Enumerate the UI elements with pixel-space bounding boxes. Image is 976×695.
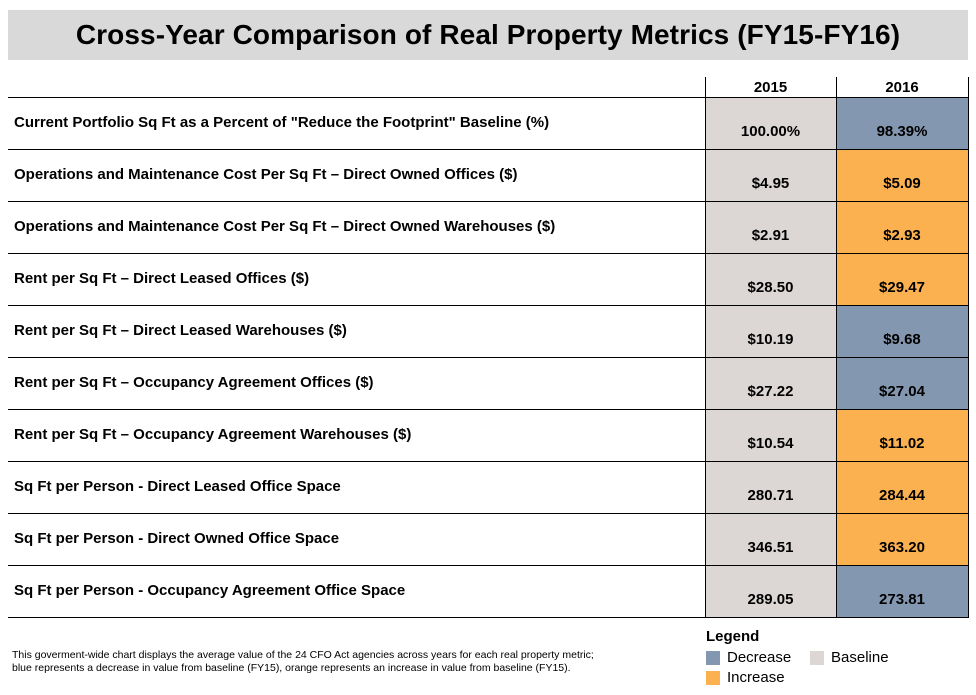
decrease-swatch: [706, 650, 720, 665]
metric-row: Rent per Sq Ft – Occupancy Agreement Off…: [8, 357, 969, 410]
value-2015: $10.54: [704, 409, 836, 462]
value-2015: 346.51: [704, 513, 836, 566]
chart-title: Cross-Year Comparison of Real Property M…: [75, 19, 901, 50]
value-2016: $11.02: [835, 409, 969, 462]
legend-item-baseline: Baseline: [810, 649, 889, 666]
value-2016: 284.44: [835, 461, 969, 514]
value-2016: 273.81: [835, 565, 969, 618]
value-2015: $27.22: [704, 357, 836, 410]
legend-item-decrease: Decrease: [706, 649, 791, 666]
increase-swatch: [706, 670, 720, 685]
header-row: 2015 2016: [8, 77, 969, 98]
value-2015: 289.05: [704, 565, 836, 618]
metric-row: Rent per Sq Ft – Direct Leased Offices (…: [8, 253, 969, 306]
value-2016: $5.09: [835, 149, 969, 202]
value-2016: 98.39%: [835, 97, 969, 150]
metric-row: Sq Ft per Person - Direct Leased Office …: [8, 461, 969, 514]
header-blank: [8, 77, 705, 98]
footnote-line-2: blue represents a decrease in value from…: [12, 662, 571, 674]
footnote: This goverment-wide chart displays the a…: [12, 649, 702, 675]
legend-label-decrease: Decrease: [727, 649, 792, 666]
metric-rows: Current Portfolio Sq Ft as a Percent of …: [8, 97, 969, 618]
metric-label: Rent per Sq Ft – Occupancy Agreement Off…: [8, 357, 705, 410]
value-2015: $28.50: [704, 253, 836, 306]
footnote-line-1: This goverment-wide chart displays the a…: [12, 649, 594, 661]
metrics-table: 2015 2016 Current Portfolio Sq Ft as a P…: [8, 77, 969, 618]
year-header-2016: 2016: [835, 77, 969, 98]
metric-row: Operations and Maintenance Cost Per Sq F…: [8, 149, 969, 202]
value-2015: $2.91: [704, 201, 836, 254]
metric-label: Sq Ft per Person - Occupancy Agreement O…: [8, 565, 705, 618]
value-2015: 280.71: [704, 461, 836, 514]
value-2016: $2.93: [835, 201, 969, 254]
metric-label: Rent per Sq Ft – Direct Leased Warehouse…: [8, 305, 705, 358]
metric-label: Sq Ft per Person - Direct Leased Office …: [8, 461, 705, 514]
metric-row: Current Portfolio Sq Ft as a Percent of …: [8, 97, 969, 150]
metric-label: Rent per Sq Ft – Direct Leased Offices (…: [8, 253, 705, 306]
value-2016: $9.68: [835, 305, 969, 358]
year-header-2015: 2015: [704, 77, 836, 98]
value-2015: $10.19: [704, 305, 836, 358]
legend: Legend Decrease Baseline Increase: [706, 628, 966, 688]
metric-row: Sq Ft per Person - Occupancy Agreement O…: [8, 565, 969, 618]
metric-row: Operations and Maintenance Cost Per Sq F…: [8, 201, 969, 254]
value-2015: 100.00%: [704, 97, 836, 150]
metric-label: Rent per Sq Ft – Occupancy Agreement War…: [8, 409, 705, 462]
value-2015: $4.95: [704, 149, 836, 202]
metric-label: Operations and Maintenance Cost Per Sq F…: [8, 201, 705, 254]
metric-label: Sq Ft per Person - Direct Owned Office S…: [8, 513, 705, 566]
metric-row: Rent per Sq Ft – Direct Leased Warehouse…: [8, 305, 969, 358]
metric-row: Sq Ft per Person - Direct Owned Office S…: [8, 513, 969, 566]
value-2016: $29.47: [835, 253, 969, 306]
value-2016: 363.20: [835, 513, 969, 566]
legend-title: Legend: [706, 628, 760, 645]
value-2016: $27.04: [835, 357, 969, 410]
legend-label-increase: Increase: [727, 669, 785, 686]
metric-label: Current Portfolio Sq Ft as a Percent of …: [8, 97, 705, 150]
metric-label: Operations and Maintenance Cost Per Sq F…: [8, 149, 705, 202]
baseline-swatch: [810, 650, 824, 665]
metric-row: Rent per Sq Ft – Occupancy Agreement War…: [8, 409, 969, 462]
legend-item-increase: Increase: [706, 669, 785, 686]
title-banner: Cross-Year Comparison of Real Property M…: [8, 10, 968, 60]
legend-label-baseline: Baseline: [831, 649, 889, 666]
